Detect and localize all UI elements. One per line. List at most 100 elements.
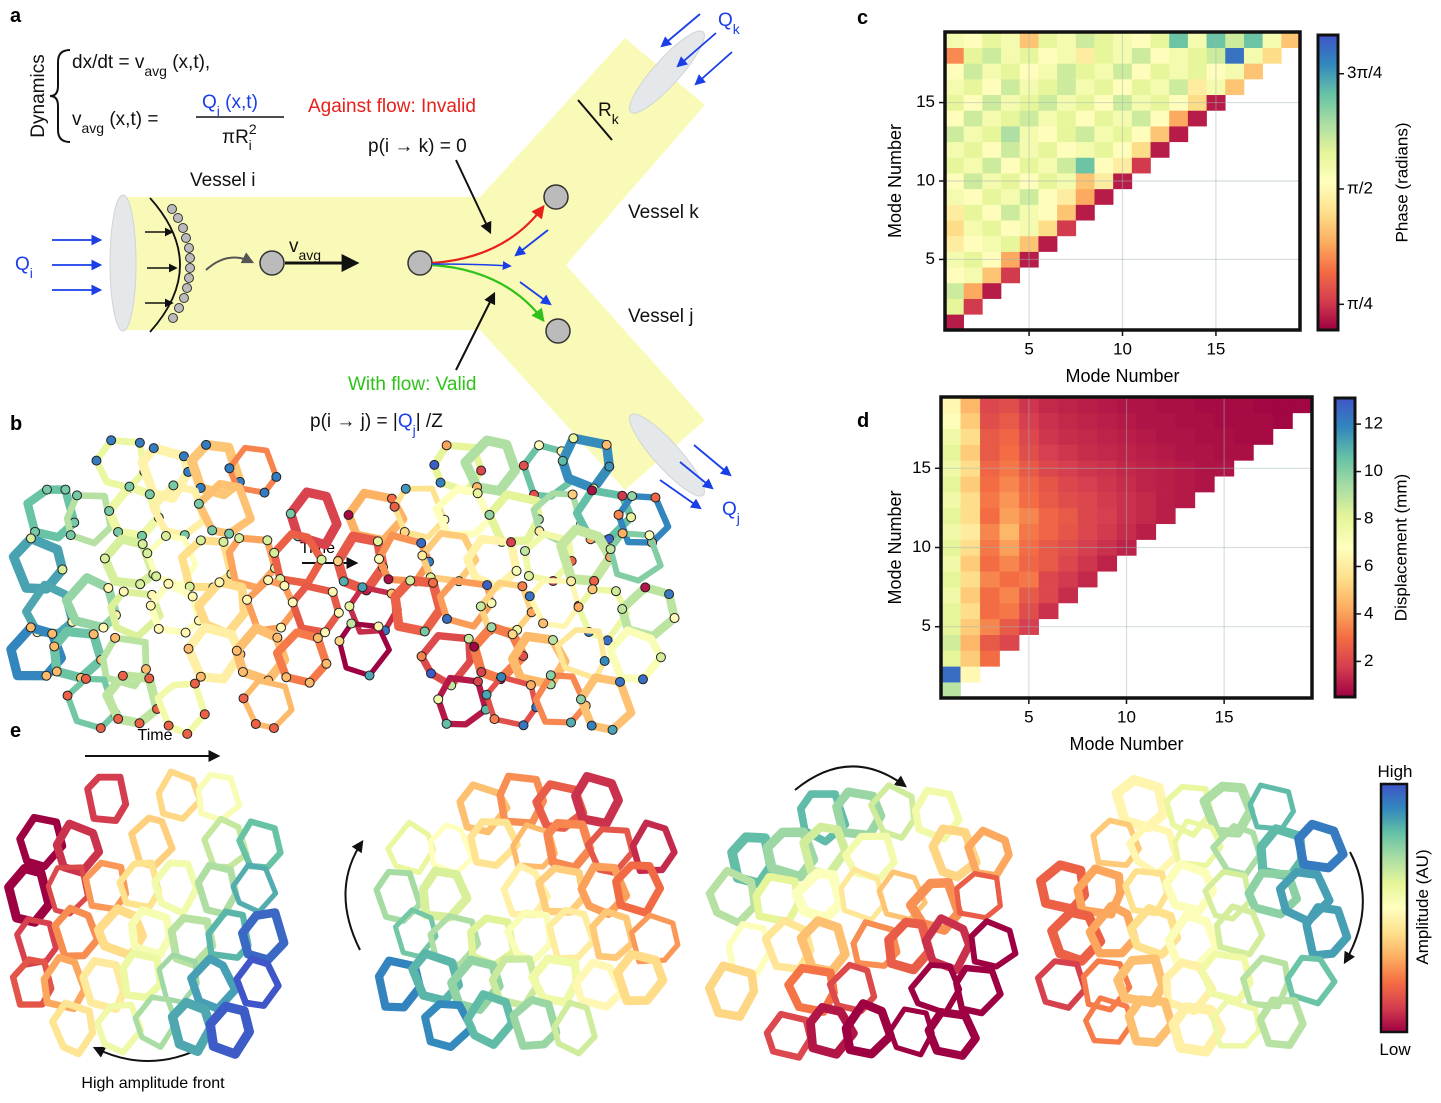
vessel-loop [8,533,68,594]
heatmap-cell [1214,460,1235,477]
heatmap-cell [1187,79,1207,96]
node [144,673,155,684]
heatmap-cell [941,571,961,588]
heatmap-cell [945,314,964,331]
heatmap-cell [982,79,1002,96]
node [148,443,159,454]
heatmap-cell [1169,32,1189,48]
heatmap-cell [1262,32,1282,48]
heatmap-cell [1019,444,1039,461]
heatmap-cell [980,618,1000,635]
radius-symbol: R [598,100,612,121]
node [617,490,628,501]
node [201,439,212,450]
heatmap-cell [963,204,983,221]
node [135,579,146,590]
y-tick-label: 10 [912,537,931,556]
node [80,673,91,684]
node [51,666,62,677]
heatmap-cell [980,523,1000,540]
node [316,554,327,565]
heatmap-cell [1206,63,1226,80]
heatmap-cell [1175,412,1196,429]
heatmap-cell [960,507,981,525]
vessel-loop [1168,1002,1226,1057]
heatmap-cell [1113,94,1133,111]
vessel-loop [1126,904,1182,959]
heatmap-cell [1038,460,1059,477]
colorbar-tick-label: 10 [1364,461,1383,480]
vessel-loop [796,790,850,846]
radius-sub: k [612,111,620,127]
node [389,501,400,512]
node [304,677,315,688]
vessel-loop [629,819,678,875]
vessel-network [373,772,681,1057]
heatmap-cell [999,571,1020,588]
heatmap-cell [1075,157,1095,174]
node [287,597,298,608]
heatmap-cell [1131,63,1151,80]
node [41,484,52,495]
heatmap-cell [1038,173,1058,190]
vessel-loop [799,822,850,879]
heatmap-cell [1019,235,1039,252]
node [25,622,36,633]
vessel-loop [186,439,245,500]
heatmap-cell [1038,444,1059,461]
node [118,586,129,597]
heatmap-cell [1058,460,1078,477]
vessel-loop [467,818,521,869]
vessel-loop [613,949,668,1006]
node [140,664,151,675]
heatmap-cell [982,188,1002,205]
heatmap-cell [1057,63,1077,80]
heatmap-cell [963,63,983,80]
heatmap-cell [1097,507,1118,525]
heatmap-cell [999,460,1020,477]
heatmap-cell [1116,476,1137,493]
vessel-loop [763,1010,814,1061]
vessel-loop [606,626,665,684]
heatmap-cell [941,523,961,540]
heatmap-cell [1194,460,1215,477]
node [416,538,427,549]
node [91,455,102,466]
heatmap-cell [1001,204,1021,221]
node [88,629,99,640]
vessel-loop [127,906,174,959]
heatmap-cell [980,539,1000,556]
heatmap-cell [1038,571,1059,588]
heatmap-cell [1038,220,1058,237]
colorbar-label: Phase (radians) [1392,122,1411,242]
heatmap-cell [1116,444,1137,461]
heatmap-cell [963,267,983,284]
heatmap-cell [1058,555,1078,572]
heatmap-cell [982,110,1002,127]
vessel-loop [119,949,165,1002]
heatmap-cell [945,157,964,174]
node [41,670,52,681]
heatmap-cell [980,397,1000,414]
node [57,564,68,575]
node [496,672,507,683]
heatmap-cell [945,47,964,64]
node [103,583,114,594]
node [262,535,273,546]
node [644,530,655,541]
heatmap-cell [1057,188,1077,205]
vessel-loop [485,490,544,547]
flow-symbol: Q [722,499,737,520]
flow-symbol: Q [718,10,733,31]
heatmap-cell [1136,460,1157,477]
node [469,641,480,652]
vessel-loop [1172,818,1224,868]
heatmap-cell [982,126,1002,143]
heatmap-cell [999,492,1020,509]
node [655,652,666,663]
heatmap-cell [1038,141,1058,158]
heatmap-cell [1136,523,1157,540]
heatmap-cell [1038,94,1058,111]
heatmap-cell [1094,141,1114,158]
eq-part: | /Z [416,411,443,432]
